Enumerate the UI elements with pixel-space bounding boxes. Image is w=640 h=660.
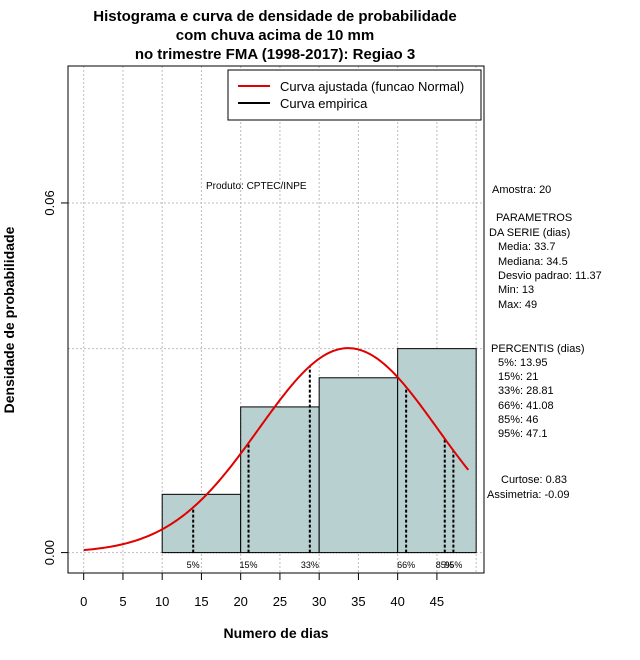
stat-p15: 15%: 21: [498, 371, 538, 383]
stat-p85: 85%: 46: [498, 414, 538, 426]
percentile-label-1: 15%: [240, 560, 258, 570]
percentile-lines: [192, 366, 455, 553]
stat-param-title-2: DA SERIE (dias): [489, 227, 570, 239]
x-tick-label-2: 10: [155, 594, 169, 609]
x-tick-label-6: 30: [312, 594, 326, 609]
histogram-bar-2: [318, 377, 399, 554]
legend-label-empirical: Curva empirica: [280, 96, 368, 111]
percentile-label-0: 5%: [187, 560, 200, 570]
stat-max: Max: 49: [498, 299, 537, 311]
x-tick-label-9: 45: [430, 594, 444, 609]
histogram-bar-1: [240, 406, 320, 554]
stat-amostra: Amostra: 20: [492, 184, 551, 196]
x-axis-title: Numero de dias: [223, 625, 328, 641]
histogram-bar-3: [397, 348, 477, 554]
percentile-label-4: 85%: [436, 560, 454, 570]
percentile-label-3: 66%: [397, 560, 415, 570]
y-tick-label-1: 0.06: [42, 190, 57, 215]
product-label: Produto: CPTEC/INPE: [206, 181, 307, 192]
stat-p95: 95%: 47.1: [498, 428, 548, 440]
y-axis: 0.00 0.06: [42, 190, 69, 565]
stat-p5: 5%: 13.95: [498, 357, 548, 369]
stat-min: Min: 13: [498, 284, 534, 296]
percentile-labels: 5% 15% 33% 66% 85%95%: [187, 560, 463, 570]
stat-perc-title: PERCENTIS (dias): [491, 343, 585, 355]
stat-mediana: Mediana: 34.5: [498, 256, 568, 268]
x-tick-label-8: 40: [390, 594, 404, 609]
stat-p33: 33%: 28.81: [498, 385, 554, 397]
chart-title-line-2: com chuva acima de 10 mm: [176, 27, 374, 44]
legend-label-normal: Curva ajustada (funcao Normal): [280, 79, 464, 94]
x-tick-label-1: 5: [119, 594, 126, 609]
histogram-bar-0: [161, 493, 242, 554]
stat-media: Media: 33.7: [498, 241, 555, 253]
stat-p66: 66%: 41.08: [498, 400, 554, 412]
stat-curtose: Curtose: 0.83: [501, 474, 567, 486]
percentile-label-5: 95%: [444, 560, 462, 570]
x-tick-label-4: 20: [233, 594, 247, 609]
x-axis: 0 5 10 15 20 25 30 35 40 45: [80, 572, 444, 609]
x-tick-label-0: 0: [80, 594, 87, 609]
x-tick-label-3: 15: [194, 594, 208, 609]
percentile-label-2: 33%: [301, 560, 319, 570]
statistics-panel: Amostra: 20 PARAMETROS DA SERIE (dias) M…: [487, 184, 602, 501]
normal-fit-curve: [83, 347, 470, 552]
stat-param-title-1: PARAMETROS: [496, 212, 572, 224]
stat-assimetria: Assimetria: -0.09: [487, 489, 570, 501]
histogram-bars: [161, 348, 477, 554]
legend: Curva ajustada (funcao Normal) Curva emp…: [227, 69, 482, 121]
chart-title-line-3: no trimestre FMA (1998-2017): Regiao 3: [135, 46, 415, 63]
chart-title-line-1: Histograma e curva de densidade de proba…: [93, 8, 456, 25]
y-axis-title: Densidade de probabilidade: [1, 226, 17, 413]
y-tick-label-0: 0.00: [42, 540, 57, 565]
stat-desvio: Desvio padrao: 11.37: [498, 270, 602, 282]
x-tick-label-7: 35: [351, 594, 365, 609]
x-tick-label-5: 25: [273, 594, 287, 609]
grid-lines: [68, 66, 484, 573]
legend-box: [227, 69, 482, 121]
